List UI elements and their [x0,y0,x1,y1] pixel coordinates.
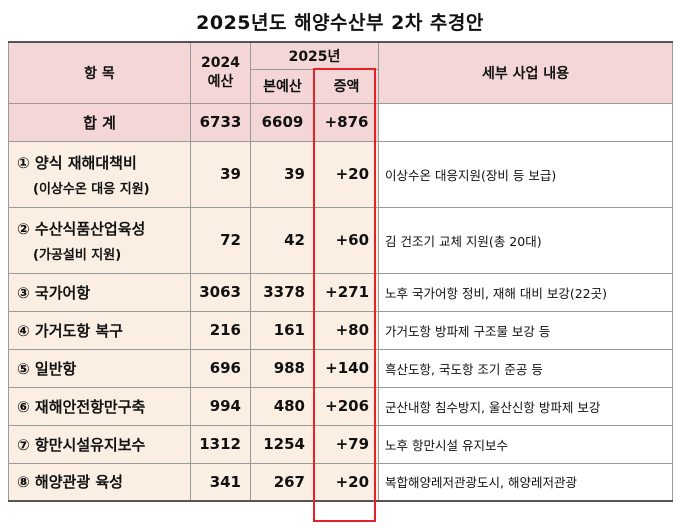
row-increase: +20 [313,140,380,208]
header-increase: 증액 [313,68,380,104]
header-budget-2024-label: 예산 [207,73,234,90]
total-budget-2024: 6733 [190,102,251,142]
row-label: ⑧ 해양관광 육성 [8,462,191,502]
table-row: ⑤ 일반항 696 988 +140 흑산도항, 국도항 조기 준공 등 [8,348,674,388]
row-label: ② 수산식품산업육성 [17,219,146,238]
row-main-budget: 3378 [250,272,315,312]
row-label: ⑥ 재해안전항만구축 [8,386,191,426]
row-label: ⑤ 일반항 [8,348,191,388]
row-main-budget: 267 [250,462,315,502]
row-increase: +140 [313,348,380,388]
row-label: ① 양식 재해대책비 [17,153,137,172]
row-detail: 이상수온 대응지원(장비 등 보급) [378,140,674,208]
row-budget-2024: 341 [190,462,251,502]
row-increase: +80 [313,310,380,350]
table-row: ② 수산식품산업육성 (가공설비 지원) 72 42 +60 김 건조기 교체 … [8,206,674,274]
budget-table: 항 목 2024 예산 2025년 세부 사업 내용 본예산 증액 합 계 67… [8,41,674,502]
row-main-budget: 480 [250,386,315,426]
row-budget-2024: 216 [190,310,251,350]
row-item: ② 수산식품산업육성 (가공설비 지원) [8,206,191,274]
row-item: ① 양식 재해대책비 (이상수온 대응 지원) [8,140,191,208]
table-row: ① 양식 재해대책비 (이상수온 대응 지원) 39 39 +20 이상수온 대… [8,140,674,208]
row-budget-2024: 3063 [190,272,251,312]
row-budget-2024: 39 [190,140,251,208]
row-label: ③ 국가어항 [8,272,191,312]
row-main-budget: 42 [250,206,315,274]
total-main-budget: 6609 [250,102,315,142]
row-budget-2024: 1312 [190,424,251,464]
row-detail: 흑산도항, 국도항 조기 준공 등 [378,348,674,388]
header-details: 세부 사업 내용 [378,41,674,104]
row-detail: 김 건조기 교체 지원(총 20대) [378,206,674,274]
header-budget-2024: 2024 예산 [190,41,251,104]
row-label: ⑦ 항만시설유지보수 [8,424,191,464]
row-detail: 복합해양레저관광도시, 해양레저관광 [378,462,674,502]
row-detail: 가거도항 방파제 구조물 보강 등 [378,310,674,350]
table-row: ③ 국가어항 3063 3378 +271 노후 국가어항 정비, 재해 대비 … [8,272,674,312]
page-title: 2025년도 해양수산부 2차 추경안 [196,12,484,34]
row-increase: +206 [313,386,380,426]
row-detail: 노후 국가어항 정비, 재해 대비 보강(22곳) [378,272,674,312]
table-row: ⑧ 해양관광 육성 341 267 +20 복합해양레저관광도시, 해양레저관광 [8,462,674,502]
row-main-budget: 161 [250,310,315,350]
row-increase: +79 [313,424,380,464]
row-budget-2024: 72 [190,206,251,274]
table-row: ⑦ 항만시설유지보수 1312 1254 +79 노후 항만시설 유지보수 [8,424,674,464]
header-main-budget: 본예산 [250,68,315,104]
row-main-budget: 39 [250,140,315,208]
total-detail [378,102,674,142]
row-sublabel: (가공설비 지원) [33,247,122,263]
row-increase: +20 [313,462,380,502]
header-item: 항 목 [8,41,191,104]
row-budget-2024: 696 [190,348,251,388]
header-budget-2024-year: 2024 [201,54,240,71]
table-row: ⑥ 재해안전항만구축 994 480 +206 군산내항 침수방지, 울산신항 … [8,386,674,426]
row-increase: +60 [313,206,380,274]
row-main-budget: 988 [250,348,315,388]
row-label: ④ 가거도항 복구 [8,310,191,350]
total-row: 합 계 6733 6609 +876 [8,102,674,142]
total-increase: +876 [313,102,380,142]
row-detail: 군산내항 침수방지, 울산신항 방파제 보강 [378,386,674,426]
row-sublabel: (이상수온 대응 지원) [33,181,150,197]
table-row: ④ 가거도항 복구 216 161 +80 가거도항 방파제 구조물 보강 등 [8,310,674,350]
total-label: 합 계 [8,102,191,142]
row-detail: 노후 항만시설 유지보수 [378,424,674,464]
header-year-2025: 2025년 [249,41,380,70]
row-increase: +271 [313,272,380,312]
row-main-budget: 1254 [250,424,315,464]
row-budget-2024: 994 [190,386,251,426]
